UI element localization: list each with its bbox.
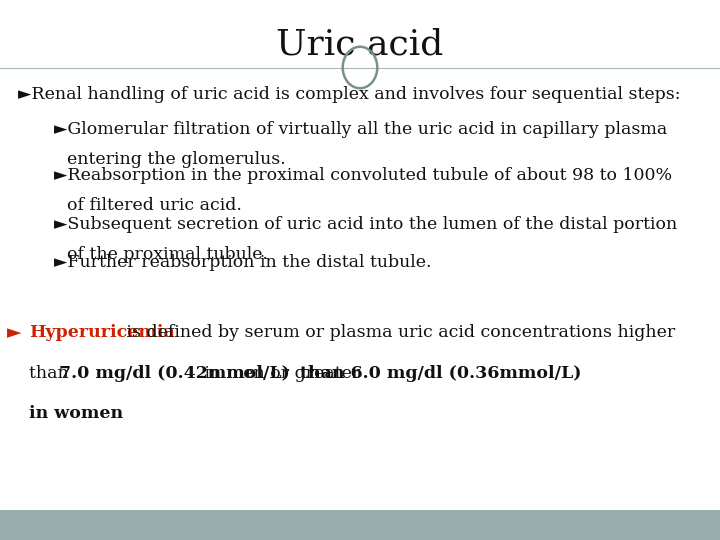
Text: 7.0 mg/dl (0.42mmol/L): 7.0 mg/dl (0.42mmol/L) (59, 364, 289, 381)
Text: than: than (29, 364, 74, 381)
Bar (0, 510, 720, 540)
Text: in men or greater: in men or greater (199, 364, 366, 381)
Text: ►Subsequent secretion of uric acid into the lumen of the distal portion: ►Subsequent secretion of uric acid into … (54, 216, 678, 233)
Text: entering the glomerulus.: entering the glomerulus. (67, 151, 286, 168)
Text: of the proximal tubule.: of the proximal tubule. (67, 246, 268, 262)
Text: ►Further reabsorption in the distal tubule.: ►Further reabsorption in the distal tubu… (54, 254, 431, 271)
Text: than 6.0 mg/dl (0.36mmol/L): than 6.0 mg/dl (0.36mmol/L) (300, 364, 581, 381)
Text: in women: in women (29, 405, 123, 422)
Text: ►Reabsorption in the proximal convoluted tubule of about 98 to 100%: ►Reabsorption in the proximal convoluted… (54, 167, 672, 184)
Text: Uric acid: Uric acid (276, 28, 444, 61)
Text: ►: ► (7, 324, 22, 342)
Text: of filtered uric acid.: of filtered uric acid. (67, 197, 242, 214)
Text: ►Renal handling of uric acid is complex and involves four sequential steps:: ►Renal handling of uric acid is complex … (18, 86, 680, 103)
Text: ►Glomerular filtration of virtually all the uric acid in capillary plasma: ►Glomerular filtration of virtually all … (54, 122, 667, 138)
Text: Hyperuricemia: Hyperuricemia (29, 324, 174, 341)
Text: is defined by serum or plasma uric acid concentrations higher: is defined by serum or plasma uric acid … (121, 324, 675, 341)
